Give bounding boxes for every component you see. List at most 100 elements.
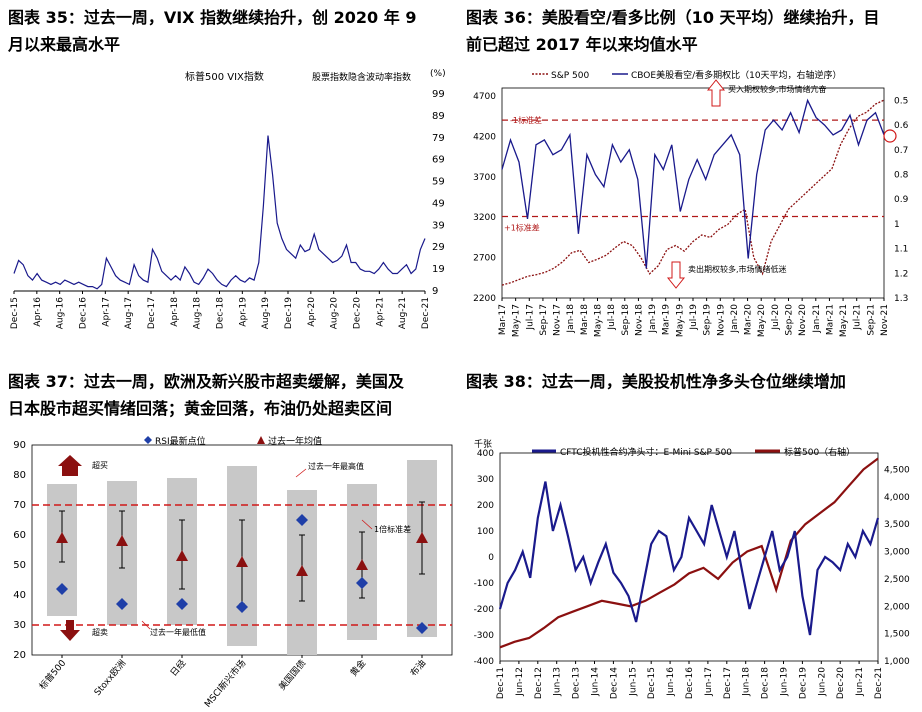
chart37-rsi-marker: [296, 514, 308, 526]
chart35-vix-series-line: [13, 135, 426, 290]
chart36-minus-1sd-label: -1标准差: [510, 115, 542, 125]
chart37-sd-pointer: [361, 519, 373, 530]
chart37-x-tick-label: 黄金: [348, 657, 369, 679]
chart36-x-tick-label: Jan-21: [812, 304, 822, 334]
chart38-y-left-tick-label: -100: [474, 579, 495, 589]
chart36-put-call-series-line: [501, 98, 885, 269]
chart36-y-left-tick-label: 2200: [473, 294, 496, 304]
chart37-title: 图表 37：过去一周，欧洲及新兴股市超卖缓解，美国及 日本股市超买情绪回落；黄金…: [8, 368, 404, 422]
chart38-x-tick-label: Jun-21: [855, 667, 865, 697]
chart38-x-tick-label: Dec-17: [723, 667, 733, 699]
chart35-unit: (%): [430, 69, 446, 79]
chart36-x-tick-label: Jan-19: [648, 304, 658, 334]
chart36-x-tick-label: May-18: [594, 304, 604, 337]
chart35-x-tick-label: Apr-20: [307, 297, 317, 327]
chart35-x-tick-label: Dec-18: [216, 297, 226, 329]
chart37-overbought-label: 超买: [92, 460, 108, 470]
chart35-y-tick-label: 29: [432, 242, 445, 253]
chart37-y-tick-label: 70: [13, 500, 26, 511]
chart37-x-tick-label: 美国国债: [276, 657, 308, 692]
chart38-cftc-chart: 千张 CFTC投机性合约净头寸：E-Mini S&P 500 标普500（右轴）…: [474, 439, 910, 699]
chart36-y-right-tick-label: 0.5: [894, 96, 908, 106]
chart36-x-tick-label: Nov-20: [798, 304, 808, 336]
chart38-y-right-tick-label: 1,000: [884, 657, 910, 667]
chart35-title-line1: 图表 35：过去一周，VIX 指数继续抬升，创 2020 年 9: [8, 8, 417, 27]
chart38-x-tick-label: Jun-17: [704, 667, 714, 697]
chart37-y-tick-label: 20: [13, 650, 26, 661]
chart35-x-tick-label: Dec-20: [353, 297, 363, 329]
chart36-x-tick-label: May-21: [839, 304, 849, 337]
chart38-y-right-tick-label: 3,500: [884, 520, 910, 530]
chart35-x-tick-label: Dec-21: [421, 297, 431, 329]
chart36-y-left-tick-label: 2700: [473, 254, 496, 264]
chart37-y-tick-label: 50: [13, 560, 26, 571]
chart38-y-left-tick-label: -200: [474, 605, 495, 615]
chart36-y-right-tick-label: 0.8: [894, 170, 909, 180]
chart38-y-right-tick-label: 3,000: [884, 548, 910, 558]
chart36-x-tick-label: Jan-20: [730, 304, 740, 334]
chart38-x-tick-label: Jun-12: [515, 667, 525, 697]
chart37-year-low-pointer: [141, 620, 151, 630]
chart36-y-right-tick-label: 1.1: [894, 245, 908, 255]
chart38-x-tick-label: Dec-16: [685, 667, 695, 699]
chart37-x-tick-label: 布油: [408, 657, 429, 679]
chart38-x-tick-label: Dec-15: [647, 667, 657, 699]
chart37-rsi-marker: [236, 601, 248, 613]
chart37-title-line1: 图表 37：过去一周，欧洲及新兴股市超卖缓解，美国及: [8, 372, 404, 391]
chart36-x-tick-label: Jul-21: [853, 304, 863, 331]
chart36-x-tick-label: Sep-20: [785, 304, 795, 336]
chart38-y-left-tick-label: 0: [488, 553, 494, 563]
chart36-x-tick-label: Nov-17: [553, 304, 563, 336]
chart36-title-line2: 前已超过 2017 年以来均值水平: [466, 35, 698, 54]
chart35-y-tick-label: 9: [432, 286, 438, 297]
chart36-y-right-tick-label: 1.3: [894, 294, 908, 304]
chart36-annotation-top: 买入期权较多,市场情绪亢奋: [728, 84, 827, 94]
chart38-y-left-tick-label: 100: [477, 527, 494, 537]
chart38-y-right-tick-label: 4,000: [884, 493, 910, 503]
chart35-x-tick-label: Aug-18: [193, 297, 203, 330]
chart37-oversold-arrow-icon: [60, 620, 80, 641]
chart37-x-tick-label: 日经: [168, 657, 189, 679]
chart35-y-tick-label: 79: [432, 133, 445, 144]
chart37-legend-avg: 过去一年均值: [268, 435, 322, 447]
chart37-avg-marker: [416, 532, 428, 543]
chart38-x-tick-label: Dec-14: [609, 667, 619, 699]
chart38-x-tick-label: Dec-11: [496, 667, 506, 699]
chart36-x-tick-label: Mar-18: [580, 304, 590, 335]
chart36-x-tick-label: Nov-18: [634, 304, 644, 336]
chart37-rsi-marker: [56, 583, 68, 595]
chart38-legend-cftc: CFTC投机性合约净头寸：E-Mini S&P 500: [560, 446, 732, 458]
chart38-y-right-tick-label: 4,500: [884, 465, 910, 475]
chart37-avg-marker: [56, 532, 68, 543]
chart37-oversold-label: 超卖: [92, 627, 108, 637]
chart36-x-tick-label: May-20: [757, 304, 767, 337]
chart35-y-tick-label: 89: [432, 111, 445, 122]
chart36-x-tick-label: Sep-17: [539, 304, 549, 336]
chart35-title: 图表 35：过去一周，VIX 指数继续抬升，创 2020 年 9 月以来最高水平: [8, 4, 416, 58]
chart38-x-tick-label: Dec-20: [836, 667, 846, 699]
chart36-x-tick-label: Sep-18: [621, 304, 631, 336]
chart36-legend-sp: S&P 500: [551, 71, 589, 81]
chart35-y-tick-label: 69: [432, 155, 445, 166]
chart37-y-tick-label: 90: [13, 440, 26, 451]
chart38-x-tick-label: Jun-19: [780, 667, 790, 697]
chart37-rsi-marker: [356, 577, 368, 589]
chart35-x-tick-label: Apr-18: [170, 297, 180, 327]
chart36-y-left-tick-label: 3200: [473, 213, 496, 223]
chart37-x-tick-label: 标普500: [36, 657, 68, 692]
chart36-x-tick-label: Sep-19: [703, 304, 713, 336]
chart38-y-left-tick-label: 400: [477, 449, 494, 459]
chart37-year-high-label: 过去一年最高值: [308, 461, 364, 471]
chart35-x-tick-label: Aug-16: [56, 297, 66, 330]
chart37-avg-marker: [296, 565, 308, 576]
chart35-x-tick-label: Dec-17: [147, 297, 157, 329]
chart35-legend-left: 标普500 VIX指数: [185, 70, 264, 83]
chart38-x-tick-label: Jun-14: [591, 667, 601, 697]
chart36-y-right-tick-label: 0.6: [894, 121, 909, 131]
chart35-legend-right: 股票指数隐含波动率指数: [312, 71, 411, 83]
chart35-x-tick-label: Aug-20: [330, 297, 340, 330]
chart37-x-tick-label: Stoxx欧洲: [91, 657, 128, 698]
chart35-x-tick-label: Apr-16: [33, 297, 43, 327]
chart36-x-tick-label: May-17: [512, 304, 522, 337]
chart35-x-tick-label: Aug-17: [124, 297, 134, 329]
